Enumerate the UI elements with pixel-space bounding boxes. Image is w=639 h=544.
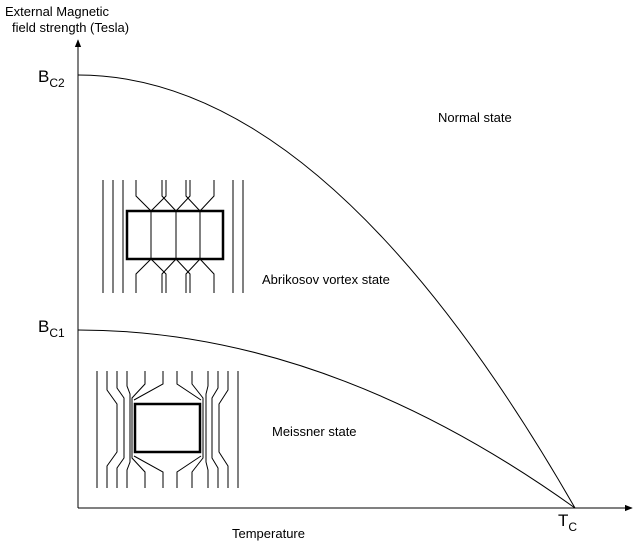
meissner-icon [96, 371, 239, 488]
bc2-curve [77, 74, 576, 509]
bc1-curve [77, 329, 576, 509]
bc1-sub: C1 [49, 326, 65, 340]
region-label: Normal state [438, 110, 512, 125]
bc2-main: B [38, 67, 49, 86]
x-axis-label: Temperature [232, 526, 305, 541]
region-label: Abrikosov vortex state [262, 272, 390, 287]
bc1-label: BC1 [38, 317, 65, 340]
tc-main: T [558, 511, 568, 530]
bc2-sub: C2 [49, 76, 65, 90]
y-axis-label: field strength (Tesla) [12, 20, 129, 35]
region-label: Meissner state [272, 424, 357, 439]
tc-label: TC [558, 511, 577, 534]
y-axis-label: External Magnetic [5, 4, 110, 19]
tc-sub: C [568, 520, 577, 534]
bc1-main: B [38, 317, 49, 336]
bc2-label: BC2 [38, 67, 65, 90]
vortex-icon [102, 180, 244, 293]
